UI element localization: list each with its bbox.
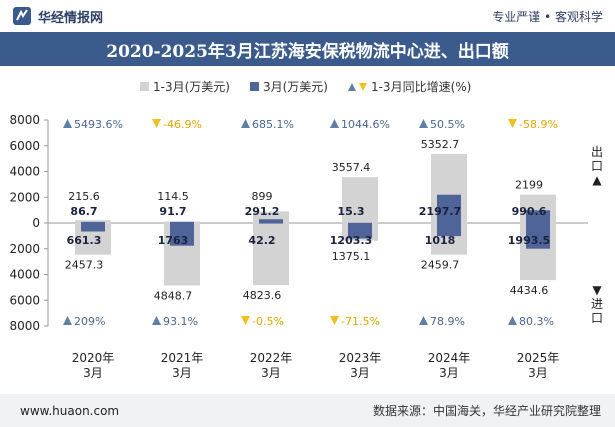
export-growth-label: 1044.6%: [341, 118, 390, 131]
export-month-label: 15.3: [337, 205, 364, 218]
y-tick-label-0: 8000: [9, 113, 40, 127]
x-tick-label: 2023年 3月: [339, 351, 382, 380]
import-month-bar: [259, 223, 283, 224]
export-total-label: 114.5: [157, 190, 189, 203]
tagline: 专业严谨 • 客观科学: [492, 9, 603, 24]
top-header: 华经情报网 专业严谨 • 客观科学: [0, 0, 615, 32]
y-tick-label-2: 4000: [9, 165, 40, 179]
y-tick-label-6: 4000: [9, 268, 40, 282]
import-growth-label: 78.9%: [430, 315, 465, 328]
import-growth-up-triangle: [63, 316, 72, 325]
legend-label-1: 3月(万美元): [263, 80, 328, 94]
x-tick-label: 2021年 3月: [161, 351, 204, 380]
export-month-label: 2197.7: [419, 205, 461, 218]
import-growth-up-triangle: [152, 316, 161, 325]
export-total-label: 5352.7: [421, 138, 460, 151]
export-growth-label: 50.5%: [430, 118, 465, 131]
export-total-label: 899: [252, 190, 273, 203]
export-total-label: 2199: [515, 179, 543, 192]
import-total-label: 4434.6: [510, 284, 549, 297]
import-growth-down-triangle: [241, 316, 250, 325]
huajing-logo-icon: [13, 7, 31, 25]
import-month-bar: [526, 223, 550, 249]
y-tick-label-7: 6000: [9, 293, 40, 307]
export-total-label: 215.6: [68, 190, 100, 203]
brand-name: 华经情报网: [38, 10, 104, 26]
footer: www.huaon.com 数据来源：中国海关，华经产业研究院整理: [0, 394, 615, 427]
import-month-label: 1993.5: [508, 234, 550, 247]
x-tick-label: 2024年 3月: [428, 351, 471, 380]
import-month-bar: [437, 223, 461, 237]
import-month-bar: [170, 223, 194, 246]
export-total-bar: [75, 220, 111, 223]
legend-marker-down-2: [358, 83, 367, 91]
import-month-label: 42.2: [248, 234, 275, 247]
export-growth-label: -46.9%: [163, 118, 202, 131]
export-month-bar: [526, 210, 550, 223]
import-total-bar: [253, 223, 289, 286]
export-growth-up-triangle: [63, 119, 72, 128]
brand: 华经情报网: [12, 6, 103, 26]
legend-marker-0: [140, 82, 149, 91]
export-growth-up-triangle: [419, 119, 428, 128]
export-growth-down-triangle: [508, 119, 517, 128]
import-growth-label: 209%: [74, 315, 105, 328]
export-growth-up-triangle: [241, 119, 250, 128]
import-growth-up-triangle: [508, 316, 517, 325]
export-growth-label: -58.9%: [519, 118, 558, 131]
import-total-label: 2457.3: [65, 259, 104, 272]
export-total-bar: [342, 177, 378, 223]
footer-site: www.huaon.com: [20, 403, 120, 418]
y-tick-label-4: 0: [32, 216, 40, 230]
legend-label-2: 1-3月同比增速(%): [371, 80, 471, 94]
import-growth-label: -0.5%: [252, 315, 284, 328]
export-growth-label: 5493.6%: [74, 118, 123, 131]
y-tick-label-3: 2000: [9, 190, 40, 204]
y-tick-label-5: 2000: [9, 242, 40, 256]
import-month-label: 661.3: [67, 234, 102, 247]
export-growth-up-triangle: [330, 119, 339, 128]
export-growth-label: 685.1%: [252, 118, 294, 131]
import-total-label: 4848.7: [154, 289, 193, 302]
import-growth-label: 80.3%: [519, 315, 554, 328]
export-month-bar: [259, 219, 283, 223]
export-month-label: 990.6: [512, 205, 547, 218]
export-total-label: 3557.4: [332, 161, 371, 174]
import-month-label: 1203.3: [330, 234, 372, 247]
x-tick-label: 2022年 3月: [250, 351, 293, 380]
x-tick-label: 2025年 3月: [517, 351, 560, 380]
legend-marker-up-2: [347, 83, 356, 91]
import-growth-up-triangle: [419, 316, 428, 325]
import-total-label: 4823.6: [243, 289, 282, 302]
export-month-label: 86.7: [70, 205, 97, 218]
export-month-bar: [437, 194, 461, 223]
y-tick-label-8: 8000: [9, 319, 40, 333]
legend-label-0: 1-3月(万美元): [153, 80, 230, 94]
export-side-label: 出口▲: [591, 145, 603, 187]
chart-title: 2020-2025年3月江苏海安保税物流中心进、出口额: [0, 32, 615, 66]
footer-source: 数据来源：中国海关，华经产业研究院整理: [372, 404, 601, 418]
export-total-bar: [253, 211, 289, 223]
export-month-bar: [81, 221, 105, 223]
export-growth-down-triangle: [152, 119, 161, 128]
import-growth-label: -71.5%: [341, 315, 380, 328]
import-growth-down-triangle: [330, 316, 339, 325]
import-growth-label: 93.1%: [163, 315, 198, 328]
import-total-label: 1375.1: [332, 250, 371, 263]
import-month-bar: [348, 223, 372, 239]
export-month-label: 291.2: [245, 205, 280, 218]
import-month-label: 1018: [425, 234, 456, 247]
y-tick-label-1: 6000: [9, 139, 40, 153]
export-month-bar: [170, 221, 194, 223]
import-side-label: ▼进口: [591, 283, 603, 325]
import-total-label: 2459.7: [421, 259, 460, 272]
export-month-label: 91.7: [159, 205, 186, 218]
legend-marker-1: [249, 82, 259, 91]
import-month-label: 1763: [158, 234, 189, 247]
import-month-bar: [81, 223, 105, 232]
x-tick-label: 2020年 3月: [72, 351, 115, 380]
trade-chart: 1-3月(万美元) 3月(万美元) 1-3月同比增速(%) 8000 6000 4000 2…: [9, 80, 603, 380]
